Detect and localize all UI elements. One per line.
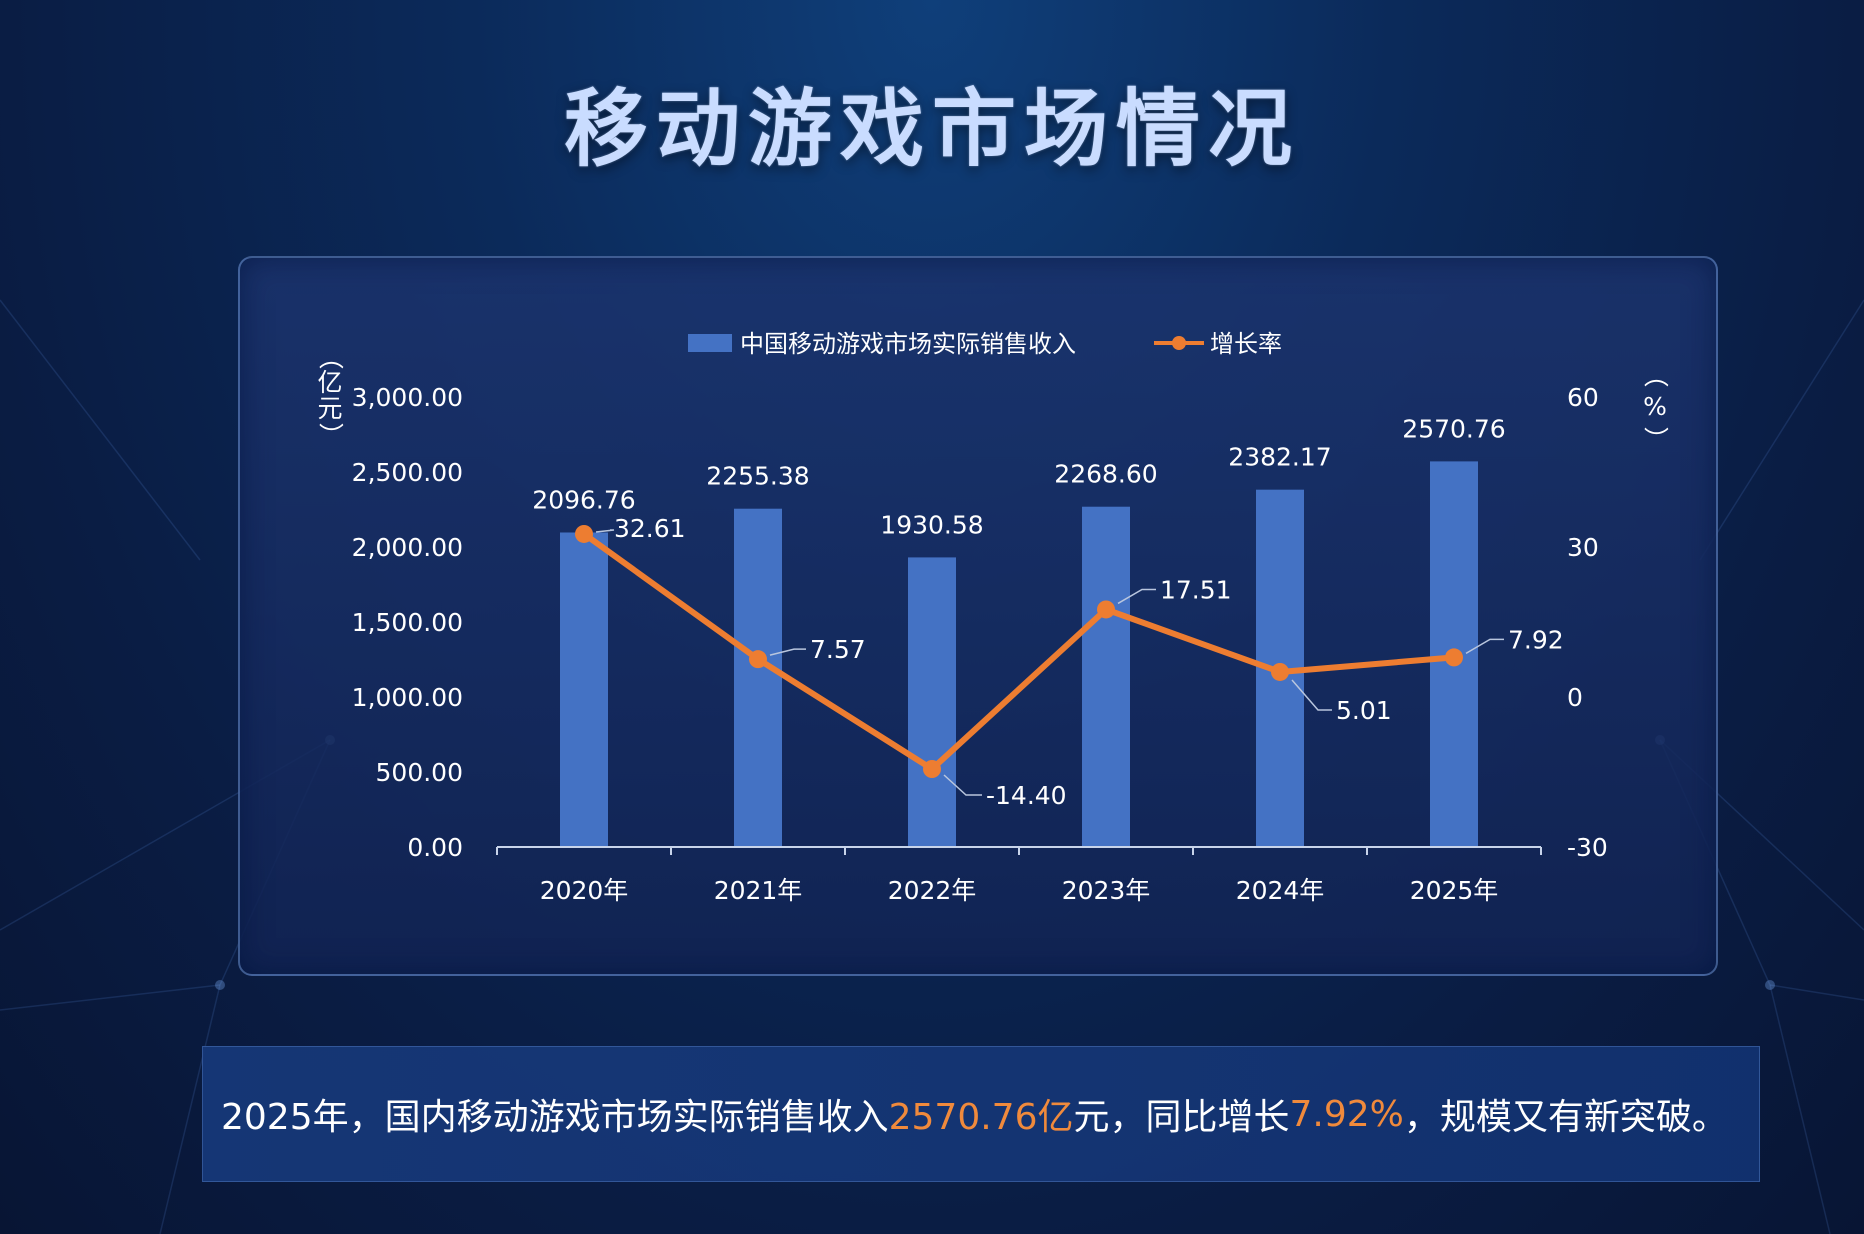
growth-point — [1271, 662, 1289, 681]
bar — [560, 532, 608, 847]
y-left-tick-label: 3,000.00 — [352, 383, 463, 412]
summary-middle: 元，同比增长 — [1073, 1097, 1290, 1138]
y-left-tick-label: 2,000.00 — [352, 533, 463, 562]
growth-label-leader — [769, 648, 806, 656]
growth-label-leader — [1465, 638, 1504, 655]
y-left-tick-label: 2,500.00 — [352, 458, 463, 487]
bar-value-label: 2268.60 — [1054, 460, 1157, 489]
y-left-unit-label-char: 元 — [317, 394, 342, 423]
bar — [734, 508, 782, 847]
y-right-unit-label-char: （ — [1641, 362, 1670, 387]
x-tick-label: 2024年 — [1236, 876, 1325, 905]
y-right-tick-label: 0 — [1567, 683, 1583, 712]
growth-point — [1097, 600, 1115, 619]
legend-line-label: 增长率 — [1210, 330, 1282, 358]
x-tick-label: 2023年 — [1062, 876, 1151, 905]
summary-growth: 7.92% — [1289, 1093, 1404, 1135]
growth-value-label: 5.01 — [1336, 696, 1392, 725]
growth-label-leader — [943, 774, 982, 796]
growth-point — [749, 650, 767, 669]
y-left-unit-label-char: 亿 — [317, 368, 342, 397]
bar-value-label: 1930.58 — [880, 510, 983, 539]
summary-suffix: ，规模又有新突破。 — [1403, 1097, 1728, 1138]
y-right-tick-label: 30 — [1567, 533, 1599, 562]
x-tick-label: 2021年 — [714, 876, 803, 905]
x-tick-label: 2025年 — [1410, 876, 1499, 905]
bar — [908, 557, 956, 847]
y-right-tick-label: -30 — [1567, 833, 1608, 862]
y-left-unit-label-char: （ — [316, 344, 345, 369]
bar-value-label: 2382.17 — [1228, 443, 1331, 472]
x-tick-label: 2022年 — [888, 876, 977, 905]
growth-point — [923, 760, 941, 778]
summary-revenue: 2570.76亿 — [888, 1097, 1074, 1138]
bar-value-label: 2255.38 — [706, 462, 809, 491]
y-right-unit-label-char: % — [1643, 392, 1667, 421]
legend-line-marker — [1172, 336, 1186, 350]
legend-bar-swatch — [688, 334, 732, 352]
growth-point — [575, 524, 593, 543]
y-left-tick-label: 0.00 — [407, 833, 463, 862]
y-left-tick-label: 500.00 — [376, 758, 463, 787]
growth-label-leader — [1117, 588, 1156, 605]
summary-prefix: 2025年，国内移动游戏市场实际销售收入 — [221, 1097, 889, 1138]
y-left-tick-label: 1,500.00 — [352, 608, 463, 637]
bar-value-label: 2570.76 — [1402, 414, 1505, 443]
chart-panel — [238, 256, 1718, 976]
x-tick-label: 2020年 — [540, 876, 629, 905]
growth-value-label: 7.57 — [810, 635, 866, 664]
bar — [1082, 506, 1130, 847]
summary-box: 2025年，国内移动游戏市场实际销售收入 2570.76亿 元，同比增长 7.92%，… — [202, 1046, 1760, 1182]
growth-point — [1445, 648, 1463, 667]
growth-value-label: 17.51 — [1160, 575, 1232, 604]
growth-value-label: -14.40 — [986, 781, 1067, 810]
growth-value-label: 32.61 — [614, 514, 686, 543]
growth-value-label: 7.92 — [1508, 625, 1564, 654]
growth-label-leader — [595, 529, 615, 533]
y-right-tick-label: 60 — [1567, 383, 1599, 412]
growth-label-leader — [1291, 679, 1332, 711]
y-left-tick-label: 1,000.00 — [352, 683, 463, 712]
bar-value-label: 2096.76 — [532, 485, 635, 514]
y-right-unit-label-char: ） — [1641, 426, 1670, 451]
y-left-unit-label-char: ） — [316, 422, 345, 447]
legend-bar-label: 中国移动游戏市场实际销售收入 — [740, 330, 1076, 358]
growth-line — [582, 531, 1455, 772]
page-title: 移动游戏市场情况 — [563, 80, 1300, 178]
